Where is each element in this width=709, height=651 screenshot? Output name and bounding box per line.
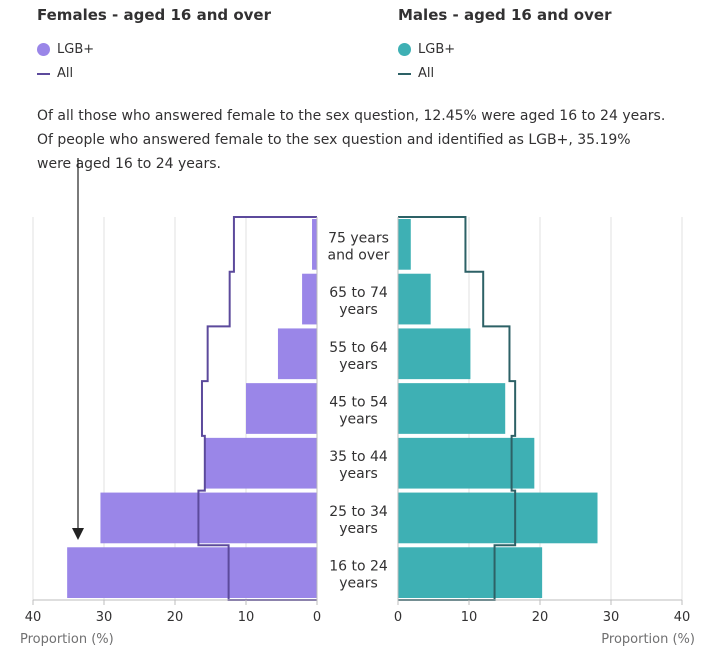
male-lgb-bar [398,383,506,434]
male-lgb-bar [398,437,535,489]
male-lgb-bar [398,273,431,325]
category-label: 65 to 74 [329,285,388,301]
annotation-line-2: Of people who answered female to the sex… [37,132,631,148]
annotation-arrow-head [72,528,84,540]
male-x-tick-label: 10 [461,610,478,625]
legend-label-female-lgb: LGB+ [57,42,95,57]
female-x-tick-label: 20 [167,610,184,625]
category-label: years [339,412,378,428]
category-label: years [339,302,378,318]
legend-label-female-all: All [57,66,74,81]
female-lgb-bar [312,219,317,270]
female-all-step-line [197,216,317,601]
legend-swatch-male-all [398,72,411,75]
female-x-tick-label: 40 [25,610,42,625]
female-lgb-bar [246,383,317,434]
legend-swatch-male-lgb [398,43,411,56]
male-lgb-bar [398,547,543,598]
male-all-step-line [398,216,517,601]
females-panel-title: Females - aged 16 and over [37,6,271,24]
category-label: and over [327,247,389,263]
category-label: 35 to 44 [329,449,388,465]
male-x-axis-title: Proportion (%) [601,632,695,647]
female-x-tick-label: 10 [238,610,255,625]
female-lgb-bar [100,492,317,544]
category-label: 75 years [328,230,389,246]
female-x-axis-title: Proportion (%) [20,632,114,647]
legend-swatch-female-all [37,72,50,75]
female-x-tick-label: 0 [313,610,321,625]
females-legend-all[interactable]: All [37,66,73,81]
male-lgb-bar [398,328,471,380]
legend-label-male-lgb: LGB+ [418,42,456,57]
category-label: 45 to 54 [329,395,388,411]
annotation-line-3: were aged 16 to 24 years. [37,156,222,172]
female-x-tick-label: 30 [96,610,113,625]
female-lgb-bar [67,547,317,598]
males-legend-lgb[interactable]: LGB+ [398,42,455,57]
female-lgb-bar [302,273,317,325]
male-lgb-bar [398,492,598,544]
category-label: 16 to 24 [329,559,388,575]
males-legend-all[interactable]: All [398,66,434,81]
annotation-text: Of all those who answered female to the … [37,104,709,176]
male-x-tick-label: 0 [394,610,402,625]
male-x-tick-label: 40 [674,610,691,625]
female-lgb-bar [204,437,317,489]
male-x-tick-label: 20 [532,610,549,625]
males-panel-title: Males - aged 16 and over [398,6,612,24]
female-lgb-bar [277,328,317,380]
category-label: years [339,466,378,482]
annotation-line-1: Of all those who answered female to the … [37,108,666,124]
legend-label-male-all: All [418,66,435,81]
females-legend-lgb[interactable]: LGB+ [37,42,94,57]
category-label: 25 to 34 [329,504,388,520]
category-label: years [339,521,378,537]
legend-swatch-female-lgb [37,43,50,56]
male-x-tick-label: 30 [603,610,620,625]
category-label: years [339,357,378,373]
category-label: years [339,576,378,592]
male-lgb-bar [398,219,411,270]
category-label: 55 to 64 [329,340,388,356]
